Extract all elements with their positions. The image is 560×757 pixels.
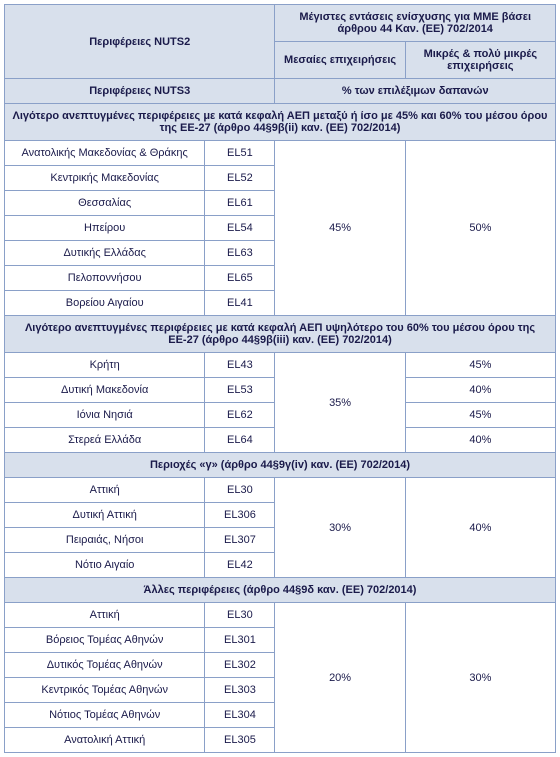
region-name: Νότιος Τομέας Αθηνών — [5, 703, 205, 728]
region-code: EL306 — [205, 503, 275, 528]
region-code: EL51 — [205, 141, 275, 166]
medium-value: 45% — [275, 141, 405, 316]
region-code: EL54 — [205, 216, 275, 241]
region-name: Θεσσαλίας — [5, 191, 205, 216]
table-row: Ανατολικής Μακεδονίας & ΘράκηςEL5145%50% — [5, 141, 556, 166]
region-code: EL42 — [205, 553, 275, 578]
section-title: Άλλες περιφέρειες (άρθρο 44§9δ καν. (ΕΕ)… — [5, 578, 556, 603]
region-code: EL65 — [205, 266, 275, 291]
header-medium: Μεσαίες επιχειρήσεις — [275, 42, 405, 79]
medium-value: 35% — [275, 353, 405, 453]
region-name: Ανατολική Αττική — [5, 728, 205, 753]
table-row: ΚρήτηEL4335%45% — [5, 353, 556, 378]
region-name: Βορείου Αιγαίου — [5, 291, 205, 316]
region-code: EL41 — [205, 291, 275, 316]
section-title: Λιγότερο ανεπτυγμένες περιφέρειες με κατ… — [5, 316, 556, 353]
medium-value: 30% — [275, 478, 405, 578]
small-value: 45% — [405, 403, 555, 428]
table-row: ΑττικήEL3020%30% — [5, 603, 556, 628]
region-name: Αττική — [5, 478, 205, 503]
section-title: Λιγότερο ανεπτυγμένες περιφέρειες με κατ… — [5, 104, 556, 141]
region-code: EL52 — [205, 166, 275, 191]
region-name: Κεντρικής Μακεδονίας — [5, 166, 205, 191]
header-eligible: % των επιλέξιμων δαπανών — [275, 79, 556, 104]
region-name: Ηπείρου — [5, 216, 205, 241]
region-name: Νότιο Αιγαίο — [5, 553, 205, 578]
region-name: Βόρειος Τομέας Αθηνών — [5, 628, 205, 653]
region-name: Ιόνια Νησιά — [5, 403, 205, 428]
region-code: EL53 — [205, 378, 275, 403]
region-name: Πελοποννήσου — [5, 266, 205, 291]
region-code: EL305 — [205, 728, 275, 753]
region-name: Κρήτη — [5, 353, 205, 378]
region-name: Στερεά Ελλάδα — [5, 428, 205, 453]
small-value: 50% — [405, 141, 555, 316]
table-row: Λιγότερο ανεπτυγμένες περιφέρειες με κατ… — [5, 316, 556, 353]
table-row: ΑττικήEL3030%40% — [5, 478, 556, 503]
region-name: Ανατολικής Μακεδονίας & Θράκης — [5, 141, 205, 166]
region-name: Πειραιάς, Νήσοι — [5, 528, 205, 553]
region-code: EL302 — [205, 653, 275, 678]
section-title: Περιοχές «γ» (άρθρο 44§9γ(iv) καν. (ΕΕ) … — [5, 453, 556, 478]
region-code: EL303 — [205, 678, 275, 703]
region-code: EL30 — [205, 478, 275, 503]
table-row: Περιφέρειες NUTS2Μέγιστες εντάσεις ενίσχ… — [5, 5, 556, 42]
region-code: EL63 — [205, 241, 275, 266]
region-code: EL307 — [205, 528, 275, 553]
region-code: EL304 — [205, 703, 275, 728]
region-name: Δυτικός Τομέας Αθηνών — [5, 653, 205, 678]
region-name: Αττική — [5, 603, 205, 628]
region-code: EL43 — [205, 353, 275, 378]
small-value: 40% — [405, 378, 555, 403]
region-name: Δυτικής Ελλάδας — [5, 241, 205, 266]
region-code: EL61 — [205, 191, 275, 216]
table-row: Λιγότερο ανεπτυγμένες περιφέρειες με κατ… — [5, 104, 556, 141]
region-name: Δυτική Μακεδονία — [5, 378, 205, 403]
medium-value: 20% — [275, 603, 405, 753]
table-row: Περιοχές «γ» (άρθρο 44§9γ(iv) καν. (ΕΕ) … — [5, 453, 556, 478]
header-small: Μικρές & πολύ μικρές επιχειρήσεις — [405, 42, 555, 79]
region-code: EL301 — [205, 628, 275, 653]
small-value: 40% — [405, 478, 555, 578]
small-value: 30% — [405, 603, 555, 753]
header-regions2: Περιφέρειες NUTS2 — [5, 5, 275, 79]
small-value: 45% — [405, 353, 555, 378]
table-row: Περιφέρειες NUTS3% των επιλέξιμων δαπανώ… — [5, 79, 556, 104]
region-code: EL62 — [205, 403, 275, 428]
region-code: EL30 — [205, 603, 275, 628]
header-regions3: Περιφέρειες NUTS3 — [5, 79, 275, 104]
header-top-title: Μέγιστες εντάσεις ενίσχυσης για ΜΜΕ βάσε… — [275, 5, 556, 42]
small-value: 40% — [405, 428, 555, 453]
table-row: Άλλες περιφέρειες (άρθρο 44§9δ καν. (ΕΕ)… — [5, 578, 556, 603]
region-code: EL64 — [205, 428, 275, 453]
aid-intensity-table: Περιφέρειες NUTS2Μέγιστες εντάσεις ενίσχ… — [4, 4, 556, 753]
region-name: Δυτική Αττική — [5, 503, 205, 528]
region-name: Κεντρικός Τομέας Αθηνών — [5, 678, 205, 703]
